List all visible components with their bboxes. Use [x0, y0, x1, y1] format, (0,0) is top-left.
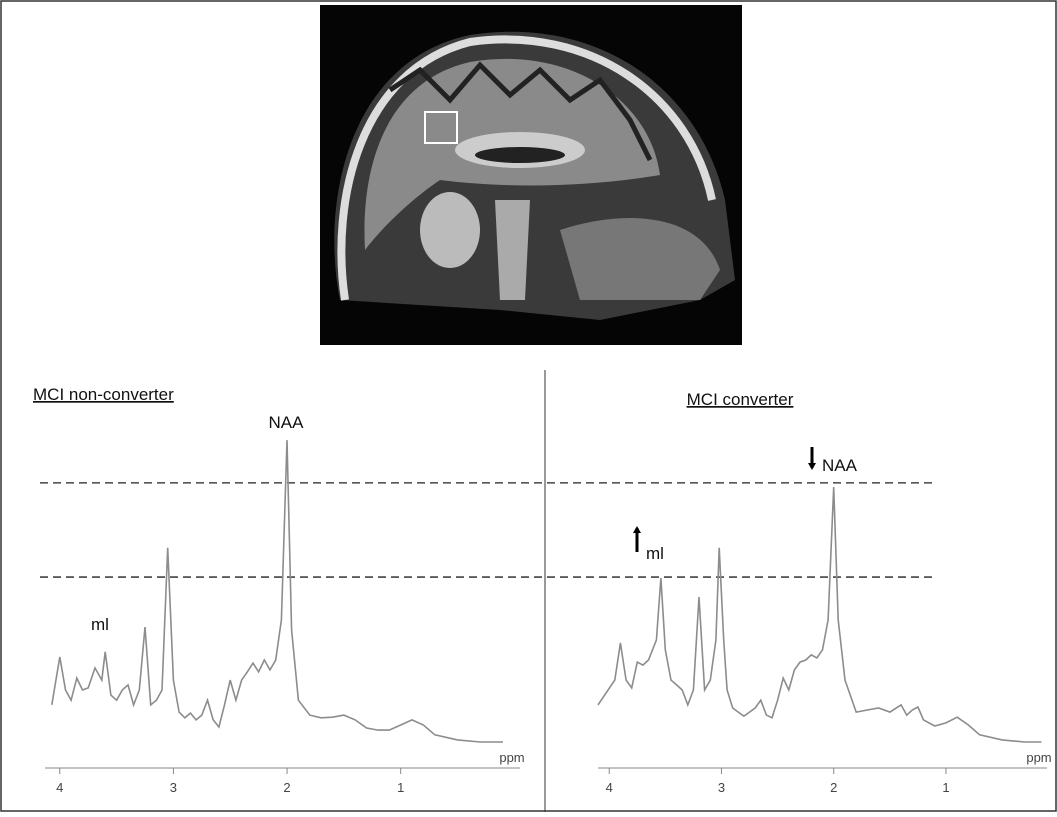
panel-title: MCI converter [687, 390, 794, 409]
x-tick-label: 1 [942, 780, 949, 795]
peak-label: ml [91, 615, 109, 634]
x-tick-label: 2 [830, 780, 837, 795]
x-tick-label: 4 [606, 780, 613, 795]
x-tick-label: 1 [397, 780, 404, 795]
x-tick-label: 2 [283, 780, 290, 795]
mri-image [320, 5, 742, 345]
figure: 4 3 2 1 ppm MCI non-converter NAA ml 4 3 2 1 ppm MCI … [0, 0, 1057, 812]
x-tick-label: 3 [718, 780, 725, 795]
x-axis-label: ppm [1026, 750, 1051, 765]
x-axis-label: ppm [499, 750, 524, 765]
x-tick-label: 3 [170, 780, 177, 795]
peak-label: ml [646, 544, 664, 563]
peak-label: NAA [822, 456, 858, 475]
x-tick-label: 4 [56, 780, 63, 795]
peak-label: NAA [269, 413, 305, 432]
panel-title: MCI non-converter [33, 385, 174, 404]
